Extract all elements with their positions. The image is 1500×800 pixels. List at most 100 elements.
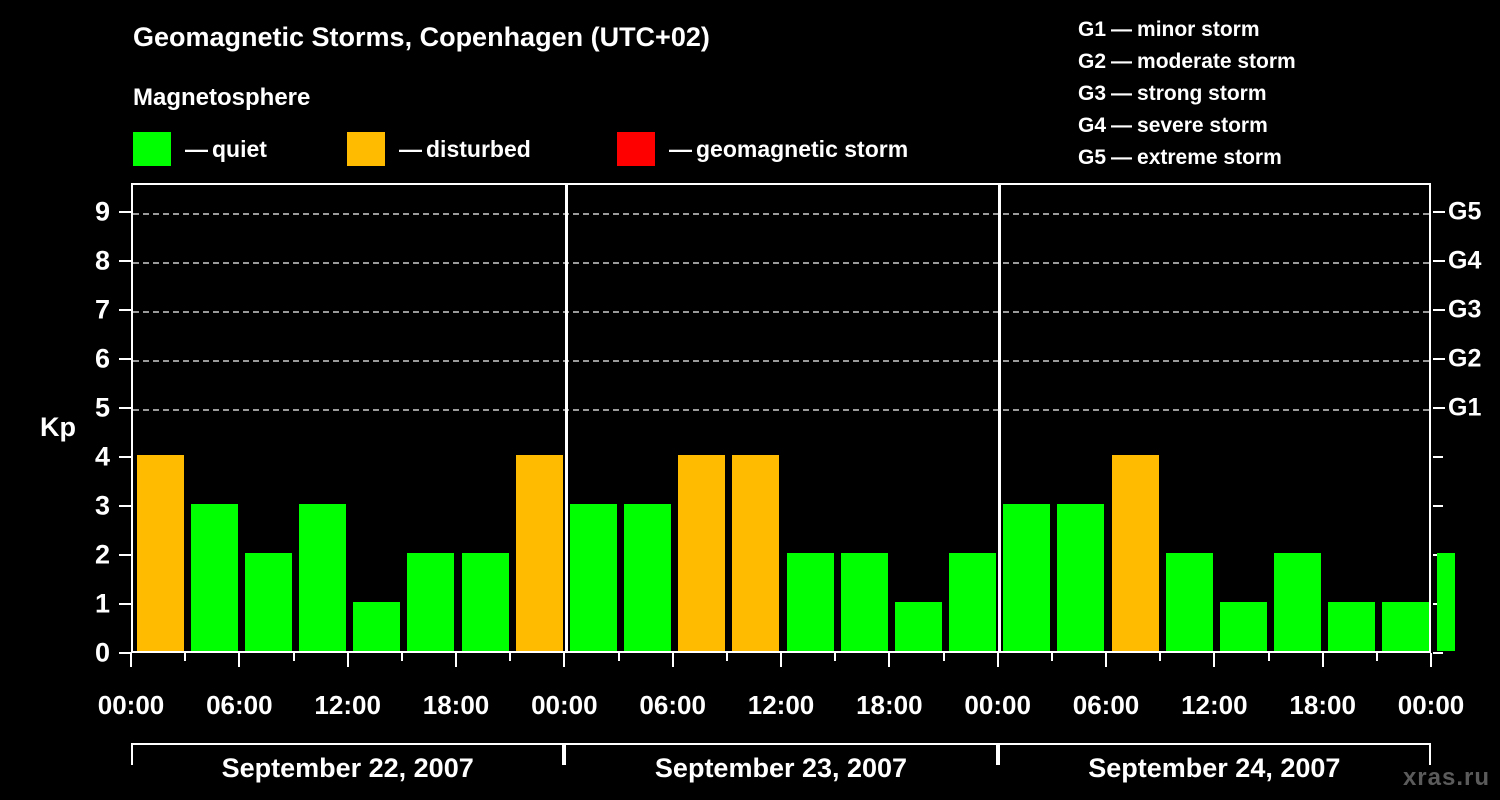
legend-dash: —	[185, 135, 208, 162]
y-tick-label: 7	[94, 294, 110, 325]
gridline-kp-5	[133, 409, 1429, 412]
y-tick-label: 8	[94, 245, 110, 276]
x-tick-mark	[130, 653, 132, 667]
g-scale-row-g3: G3— strong storm	[1078, 78, 1296, 110]
g-scale-desc: extreme storm	[1137, 146, 1282, 169]
g-scale-dash: —	[1111, 114, 1133, 137]
g-scale-dash: —	[1111, 82, 1133, 105]
right-axis-minor-tick	[1433, 456, 1443, 459]
bar-kp	[786, 553, 834, 651]
gridline-kp-6	[133, 360, 1429, 363]
bracket-r	[562, 743, 565, 765]
bracket-l	[131, 743, 133, 765]
day-label: September 22, 2007	[221, 753, 474, 783]
y-tick-mark	[119, 260, 131, 263]
x-tick-mark	[563, 653, 566, 667]
right-axis-label-g4: G4	[1448, 246, 1482, 275]
x-tick-minor	[184, 653, 187, 661]
bar-kp	[1057, 504, 1105, 651]
bar-kp	[244, 553, 292, 651]
bar-kp	[515, 455, 563, 651]
legend-swatch-icon	[347, 132, 385, 166]
y-tick-mark	[119, 554, 131, 557]
x-tick-mark	[996, 653, 999, 667]
g-scale-desc: moderate storm	[1137, 50, 1296, 73]
bar-kp	[461, 553, 509, 651]
bracket-top	[131, 743, 565, 745]
x-tick-mark	[888, 653, 891, 667]
y-tick-mark	[119, 358, 131, 361]
g-scale-row-g5: G5— extreme storm	[1078, 142, 1296, 174]
gridline-kp-8	[133, 262, 1429, 265]
x-tick-mark	[1321, 653, 1324, 667]
x-tick-label: 18:00	[422, 690, 490, 720]
bar-kp	[1436, 553, 1455, 651]
g-scale-row-g2: G2— moderate storm	[1078, 46, 1296, 78]
right-axis-tick	[1433, 309, 1445, 312]
x-tick-minor	[834, 653, 837, 661]
x-tick-label: 00:00	[97, 690, 165, 720]
x-tick-label: 06:00	[206, 690, 273, 720]
day-bracket	[564, 743, 998, 765]
x-tick-mark	[780, 653, 782, 667]
x-tick-minor	[1050, 653, 1053, 661]
bar-kp	[1111, 455, 1159, 651]
y-axis-title: Kp	[40, 412, 76, 442]
bar-kp	[353, 602, 401, 651]
right-axis-minor-tick	[1433, 652, 1443, 654]
legend-label: geomagnetic storm	[696, 135, 909, 162]
x-tick-mark	[238, 653, 241, 667]
g-scale-desc: strong storm	[1137, 82, 1267, 105]
y-tick-label: 6	[94, 343, 110, 374]
legend-dash: —	[669, 135, 692, 162]
bar-kp	[1382, 602, 1430, 651]
day-label: September 24, 2007	[1088, 753, 1341, 783]
right-axis-label-g1: G1	[1448, 393, 1482, 422]
y-tick-label: 2	[94, 539, 110, 570]
gridline-kp-7	[133, 311, 1429, 314]
x-tick-mark	[455, 653, 457, 667]
right-axis-label-g2: G2	[1448, 344, 1482, 373]
legend-storm: — geomagnetic storm	[617, 132, 908, 166]
x-tick-mark	[1213, 653, 1216, 667]
g-scale-dash: —	[1111, 18, 1133, 41]
y-tick-label: 9	[94, 196, 110, 227]
bracket-top	[997, 743, 1431, 745]
bar-kp	[1274, 553, 1322, 651]
day-separator	[564, 185, 568, 651]
x-tick-minor	[1267, 653, 1270, 661]
y-tick-label: 4	[94, 441, 110, 472]
g-scale-row-g1: G1— minor storm	[1078, 14, 1296, 46]
day-separator	[998, 185, 1002, 651]
g-scale-desc: severe storm	[1137, 114, 1268, 137]
x-tick-mark	[1105, 653, 1107, 667]
g-scale-code: G5	[1078, 146, 1107, 169]
page-title: Geomagnetic Storms, Copenhagen (UTC+02)	[133, 22, 710, 52]
g-scale-dash: —	[1111, 50, 1133, 73]
y-tick-mark	[119, 603, 131, 606]
y-tick-label: 3	[94, 490, 110, 521]
x-tick-minor	[1375, 653, 1378, 661]
y-tick-mark	[119, 652, 131, 654]
bar-kp	[190, 504, 238, 651]
legend-disturbed: — disturbed	[347, 132, 531, 166]
right-axis-tick	[1433, 211, 1445, 214]
x-tick-label: 12:00	[747, 690, 815, 720]
y-tick-mark	[119, 309, 131, 312]
y-tick-mark	[119, 407, 131, 410]
g-scale-code: G4	[1078, 114, 1107, 137]
x-tick-mark	[671, 653, 674, 667]
bar-kp	[299, 504, 347, 651]
bracket-l	[997, 743, 1000, 765]
right-axis-label-g5: G5	[1448, 197, 1482, 226]
x-tick-label: 06:00	[639, 690, 706, 720]
x-tick-minor	[400, 653, 403, 661]
right-axis-tick	[1433, 358, 1445, 361]
right-axis-label-g3: G3	[1448, 295, 1482, 324]
day-bracket	[131, 743, 565, 765]
bar-kp	[1219, 602, 1267, 651]
y-tick-label: 1	[94, 588, 110, 619]
bar-kp	[732, 455, 780, 651]
bar-kp	[949, 553, 997, 651]
x-tick-label: 18:00	[1289, 690, 1356, 720]
